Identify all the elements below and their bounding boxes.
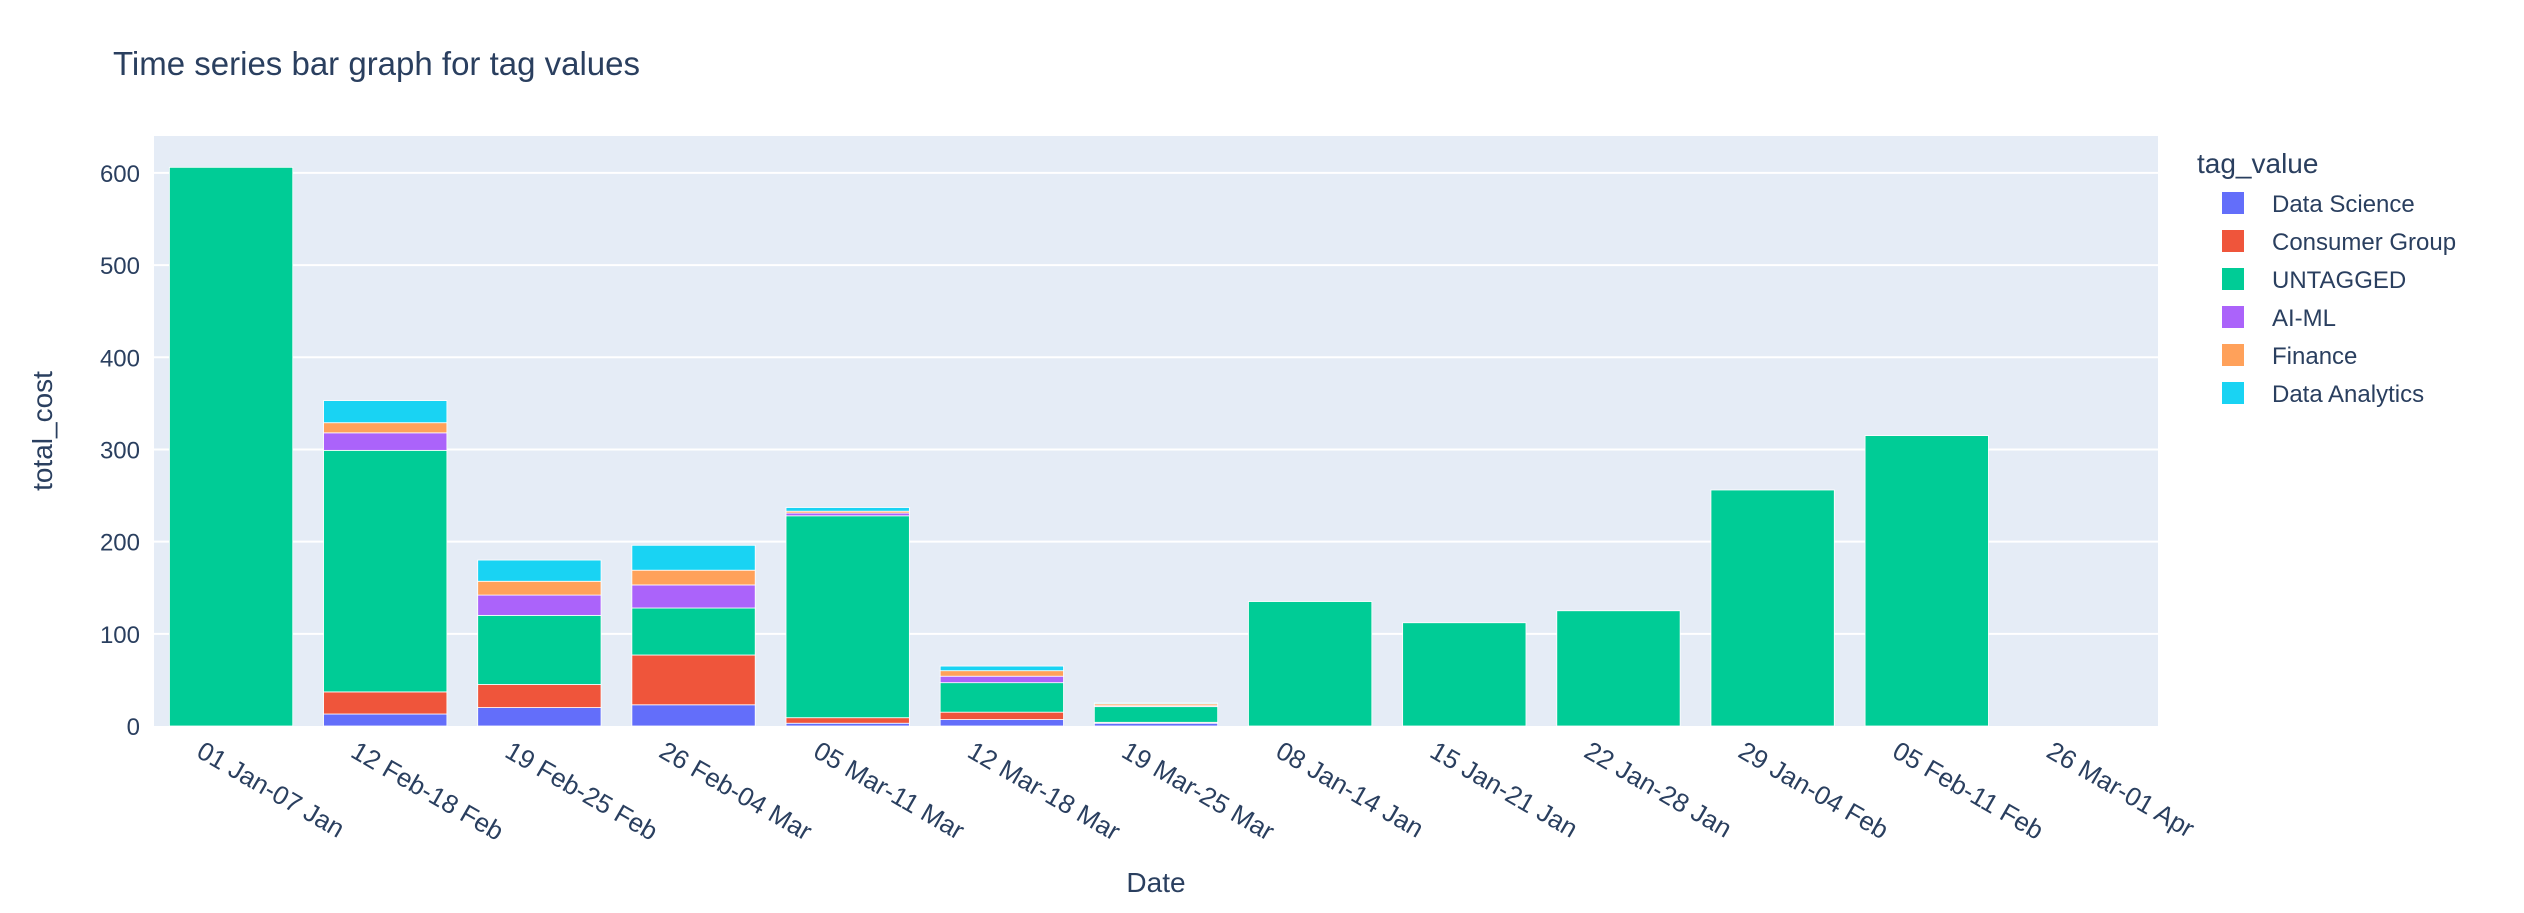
legend-swatch [2222,382,2244,404]
bar-segment [939,682,1064,713]
bar-segment [939,719,1064,727]
x-tick-label: 19 Feb-25 Feb [500,735,663,846]
bar-segment [939,665,1064,672]
y-tick-label: 600 [100,161,140,188]
y-tick-label: 0 [127,714,140,741]
x-tick-label: 29 Jan-04 Feb [1734,735,1894,845]
legend-swatch [2222,192,2244,214]
bar-segment [785,722,910,727]
y-tick-label: 100 [100,622,140,649]
bar-segment [477,707,602,727]
bar-segment [939,670,1064,677]
x-tick-label: 12 Feb-18 Feb [346,735,509,846]
x-tick-label: 26 Feb-04 Mar [655,735,818,846]
legend-item-label: Data Science [2272,191,2415,218]
bar-segment [323,449,448,693]
y-axis-title: total_cost [27,371,58,491]
bar-segment [323,422,448,434]
legend-item-label: Data Analytics [2272,381,2424,408]
bar-segment [939,675,1064,684]
y-tick-label: 200 [100,530,140,557]
x-tick-label: 15 Jan-21 Jan [1425,735,1583,843]
y-tick-label: 500 [100,253,140,280]
y-tick-label: 300 [100,437,140,464]
y-axis-ticks: 0 100 200 300 400 500 600 [100,161,140,741]
chart-title: Time series bar graph for tag values [113,45,640,82]
x-tick-label: 01 Jan-07 Jan [192,735,350,843]
bar-segment [1093,702,1219,705]
bar-segment [785,515,910,719]
bar-segment [631,584,756,609]
bar-segment [323,691,448,715]
bar-segment [1402,622,1527,727]
legend-title: tag_value [2197,148,2318,179]
bar-segment [477,559,602,582]
x-tick-label: 26 Mar-01 Apr [2042,735,2200,844]
legend-item-label: UNTAGGED [2272,267,2406,294]
bar-segment [323,713,448,727]
bar-segment [1556,610,1681,727]
legend: tag_value Data Science Consumer Group UNTA… [2197,148,2456,408]
bar-segment [1864,435,1989,727]
bar-segment [631,544,756,571]
bar-segment [939,711,1064,720]
legend-item-label: Consumer Group [2272,229,2456,256]
bar-segment [477,614,602,685]
x-tick-label: 05 Feb-11 Feb [1888,735,2049,845]
x-tick-label: 05 Mar-11 Mar [809,735,970,845]
bar-segment [477,580,602,596]
bar-segment [785,717,910,724]
bar-segment [477,594,602,616]
legend-swatch [2222,344,2244,366]
bar-segment [631,569,756,586]
bar-segment [631,607,756,656]
bar-segment [169,166,294,727]
bar-segment [1710,489,1835,727]
x-tick-label: 19 Mar-25 Mar [1117,735,1280,846]
plot-background [154,136,2158,726]
legend-item-label: AI-ML [2272,305,2336,332]
bar-segment [785,512,910,517]
x-tick-label: 22 Jan-28 Jan [1579,735,1737,843]
bar-segment [1248,601,1373,727]
bar-segment [1093,706,1219,723]
x-tick-label: 08 Jan-14 Jan [1271,735,1429,843]
legend-swatch [2222,306,2244,328]
bar-segment [477,684,602,708]
x-tick-label: 12 Mar-18 Mar [963,735,1126,846]
bar-segment [631,654,756,706]
bar-segment [631,704,756,727]
bar-segment [785,507,910,512]
legend-swatch [2222,268,2244,290]
bar-segment [323,432,448,451]
bar-segment [323,400,448,424]
x-axis-title: Date [1126,867,1185,898]
bar-segment [1093,722,1219,727]
legend-item-label: Finance [2272,343,2357,370]
y-tick-label: 400 [100,345,140,372]
legend-swatch [2222,230,2244,252]
bars [169,166,1989,727]
